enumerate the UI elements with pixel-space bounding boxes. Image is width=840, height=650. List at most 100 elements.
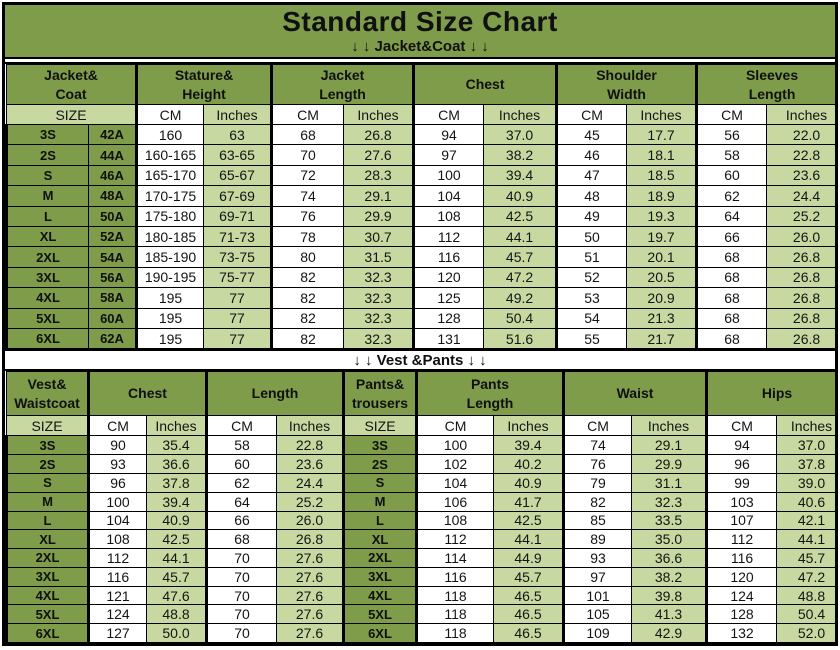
inches-value-cell: 26.8 (343, 123, 415, 146)
subheader-cm: CM (205, 415, 277, 437)
inches-value-cell: 28.3 (343, 164, 415, 187)
inches-value-cell: 51.6 (483, 327, 558, 350)
header-jacket-length: Jacket Length (270, 64, 415, 105)
subheader-inches: Inches (146, 415, 207, 437)
cm-value-cell: 62 (695, 185, 768, 207)
header-waist: Waist (561, 371, 708, 417)
size-cell: S (5, 472, 89, 493)
inches-value-cell: 19.3 (626, 205, 698, 227)
jacket-coat-table: Jacket& Coat Stature& Height Jacket Leng… (5, 64, 835, 350)
cm-value-cell: 66 (695, 225, 768, 248)
inches-value-cell: 45.7 (493, 566, 564, 587)
cm-value-cell: 68 (695, 307, 768, 329)
inches-value-cell: 38.2 (630, 566, 708, 587)
inches-value-cell: 35.0 (630, 529, 708, 550)
table-row: 2XL 54A 185-190 73-75 80 31.5 116 45.7 51 20.1 68 2… (5, 246, 835, 268)
inches-value-cell: 46.5 (493, 585, 564, 606)
inches-value-cell: 44.1 (146, 548, 207, 568)
size-cell: L (5, 205, 89, 227)
inches-value-cell: 22.8 (276, 435, 344, 456)
inches-value-cell: 29.1 (630, 435, 708, 456)
cm-value-cell: 52 (555, 266, 628, 289)
inches-value-cell: 30.7 (343, 225, 415, 248)
inches-value-cell: 20.9 (626, 287, 698, 309)
inches-value-cell: 69-71 (203, 205, 273, 227)
subheader-cm: CM (562, 415, 632, 437)
subheader-cm: CM (135, 104, 205, 125)
cm-value-cell: 101 (562, 585, 632, 606)
inches-value-cell: 44.1 (493, 529, 564, 550)
inches-value-cell: 37.8 (146, 472, 207, 493)
inches-value-cell: 39.0 (776, 472, 835, 493)
jacket-coat-table-section: Jacket& Coat Stature& Height Jacket Leng… (5, 64, 835, 350)
cm-value-cell: 54 (555, 307, 628, 329)
inches-value-cell: 41.3 (630, 604, 708, 625)
table-row: 4XL 58A 195 77 82 32.3 125 49.2 53 20.9 68 26.8 (5, 287, 835, 309)
inches-value-cell: 19.7 (626, 225, 698, 248)
cm-value-cell: 128 (705, 604, 778, 625)
cm-value-cell: 107 (705, 510, 778, 531)
inches-value-cell: 47.2 (776, 566, 835, 587)
cm-value-cell: 82 (270, 287, 345, 309)
inches-value-cell: 23.6 (766, 164, 835, 187)
inches-value-cell: 77 (203, 327, 273, 350)
jacket-header-row: Jacket& Coat Stature& Height Jacket Leng… (5, 64, 835, 105)
cm-value-cell: 68 (205, 529, 277, 550)
table-row: XL 52A 180-185 71-73 78 30.7 112 44.1 50 19.7 66 26… (5, 225, 835, 248)
size-cell: 2S (5, 454, 89, 474)
size-cell: 3XL (5, 266, 89, 289)
header-sleeves-length: Sleeves Length (695, 64, 835, 105)
size-cell: 56A (87, 266, 138, 289)
size-cell: 5XL (5, 307, 89, 329)
header-stature-height: Stature& Height (135, 64, 273, 105)
cm-value-cell: 58 (205, 435, 277, 456)
cm-value-cell: 109 (562, 623, 632, 643)
cm-value-cell: 60 (695, 164, 768, 187)
inches-value-cell: 27.6 (343, 144, 415, 166)
inches-value-cell: 48.8 (146, 604, 207, 625)
size-cell: 52A (87, 225, 138, 248)
size-cell: 50A (87, 205, 138, 227)
cm-value-cell: 79 (562, 472, 632, 493)
cm-value-cell: 68 (270, 123, 345, 146)
cm-value-cell: 108 (415, 510, 494, 531)
inches-value-cell: 45.7 (776, 548, 835, 568)
size-cell: 5XL (342, 604, 417, 625)
inches-value-cell: 27.6 (276, 623, 344, 643)
inches-value-cell: 37.0 (483, 123, 558, 146)
table-row: 3XL 116 45.7 70 27.6 3XL 116 45.7 97 38.2 120 47.2 (5, 566, 835, 587)
cm-value-cell: 97 (562, 566, 632, 587)
subheader-cm: CM (695, 104, 768, 125)
cm-value-cell: 56 (695, 123, 768, 146)
cm-value-cell: 112 (87, 548, 147, 568)
header-hips: Hips (705, 371, 835, 417)
cm-value-cell: 195 (135, 287, 205, 309)
inches-value-cell: 32.3 (343, 327, 415, 350)
size-cell: 4XL (342, 585, 417, 606)
subheader-cm: CM (415, 415, 494, 437)
header-jacket-coat: Jacket& Coat (5, 64, 138, 105)
cm-value-cell: 118 (415, 623, 494, 643)
size-cell: M (5, 185, 89, 207)
inches-value-cell: 44.1 (483, 225, 558, 248)
cm-value-cell: 62 (205, 472, 277, 493)
inches-value-cell: 50.4 (776, 604, 835, 625)
cm-value-cell: 128 (412, 307, 485, 329)
cm-value-cell: 116 (87, 566, 147, 587)
inches-value-cell: 39.8 (630, 585, 708, 606)
header-vest-chest: Chest (87, 371, 207, 417)
cm-value-cell: 74 (270, 185, 345, 207)
cm-value-cell: 94 (412, 123, 485, 146)
cm-value-cell: 74 (562, 435, 632, 456)
cm-value-cell: 85 (562, 510, 632, 531)
inches-value-cell: 25.2 (766, 205, 835, 227)
inches-value-cell: 39.4 (493, 435, 564, 456)
inches-value-cell: 39.4 (146, 491, 207, 512)
subheader-inches: Inches (203, 104, 273, 125)
size-cell: 2XL (5, 548, 89, 568)
cm-value-cell: 76 (270, 205, 345, 227)
inches-value-cell: 20.5 (626, 266, 698, 289)
size-cell: 3S (5, 435, 89, 456)
inches-value-cell: 27.6 (276, 566, 344, 587)
inches-value-cell: 52.0 (776, 623, 835, 643)
